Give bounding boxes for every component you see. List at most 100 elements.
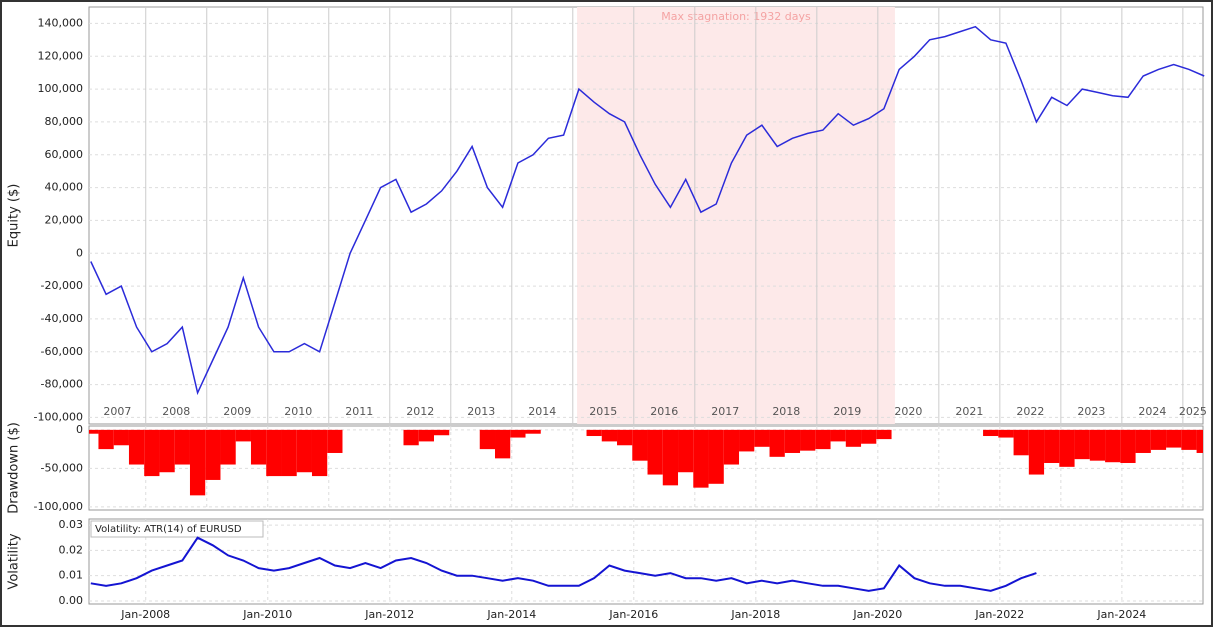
drawdown-bar [1135,429,1151,453]
drawdown-bar [525,429,541,434]
legend-box [90,520,264,538]
x-tick-label: Jan-2022 [974,608,1024,621]
stagnation-band [577,7,895,424]
drawdown-bar [266,429,282,477]
drawdown-bar [1105,429,1121,463]
x-tick-label: 2020 [894,405,922,418]
drawdown-bar [433,429,450,436]
x-tick-label: 2021 [955,405,983,418]
x-tick-label: 2017 [711,405,739,418]
x-tick-label: 2025 [1179,405,1207,418]
y-axis-label: Drawdown ($) [7,422,22,514]
drawdown-bar [800,429,816,451]
drawdown-bar [128,429,145,465]
y-tick-label: 120,000 [38,49,84,62]
plot-area [88,518,1204,605]
drawdown-bar [662,429,679,486]
y-tick-label: 100,000 [38,82,84,95]
drawdown-bar [89,429,99,434]
data-line [90,25,1205,396]
y-tick-label: 20,000 [45,213,84,226]
x-tick-label: Jan-2008 [120,608,170,621]
x-tick-label: 2011 [345,405,373,418]
data-line [90,536,1037,592]
drawdown-bar [418,429,434,442]
drawdown-bar [189,429,206,496]
drawdown-bar [1089,429,1106,461]
x-tick-label: 2016 [650,405,678,418]
drawdown-bar [403,429,419,446]
y-tick-label: -60,000 [41,345,83,358]
drawdown-bar [983,429,999,437]
x-tick-label: 2022 [1016,405,1044,418]
x-tick-label: 2015 [589,405,617,418]
y-tick-label: 0 [76,423,83,436]
y-tick-label: -50,000 [41,461,83,474]
y-tick-label: 80,000 [45,115,84,128]
x-tick-label: 2014 [528,405,556,418]
drawdown-bar [144,429,160,477]
drawdown-bar [830,429,846,442]
x-tick-label: Jan-2016 [608,608,658,621]
x-tick-label: 2010 [284,405,312,418]
y-tick-label: 140,000 [38,16,84,29]
x-tick-label: Jan-2012 [364,608,414,621]
drawdown-bar [174,429,190,465]
drawdown-bar [739,429,755,452]
drawdown-bar [815,429,831,450]
drawdown-bar [479,429,496,450]
x-tick-label: Jan-2010 [242,608,292,621]
drawdown-bar [845,429,862,447]
drawdown-bar [1181,429,1197,450]
drawdown-bar [1074,429,1090,460]
drawdown-bar [693,429,709,488]
y-tick-label: 0.00 [59,594,84,607]
y-tick-label: 0.03 [59,518,84,531]
y-tick-label: -80,000 [41,378,83,391]
drawdown-bar [708,429,724,484]
y-tick-label: 0.01 [59,569,84,582]
x-tick-label: 2012 [406,405,434,418]
x-tick-label: Jan-2014 [486,608,536,621]
stagnation-label: Max stagnation: 1932 days [661,10,811,23]
drawdown-bar [510,429,526,438]
drawdown-bar [1150,429,1167,450]
y-tick-label: 40,000 [45,181,84,194]
x-tick-label: Jan-2024 [1096,608,1146,621]
drawdown-bar [235,429,251,442]
y-tick-label: 0.02 [59,543,84,556]
drawdown-bar [205,429,221,480]
drawdown-bar [784,429,801,453]
drawdown-bar [1120,429,1136,463]
y-axis-label: Equity ($) [7,184,22,248]
y-axis-label: Volatility [7,533,22,589]
drawdown-bar [1044,429,1060,463]
y-tick-label: -100,000 [34,500,83,513]
x-tick-label: 2018 [772,405,800,418]
drawdown-bar [495,429,511,459]
y-tick-label: 60,000 [45,148,84,161]
x-tick-label: 2007 [103,405,131,418]
drawdown-bar [586,429,602,437]
drawdown-bar [281,429,297,477]
drawdown-bar [1059,429,1075,467]
drawdown-bar [327,429,343,453]
drawdown-bar [1028,429,1045,475]
x-tick-label: 2023 [1077,405,1105,418]
drawdown-bar [220,429,236,465]
drawdown-bar [601,429,618,442]
y-tick-label: -20,000 [41,279,83,292]
y-tick-label: 0 [76,246,83,259]
x-tick-label: 2019 [833,405,861,418]
drawdown-bar [754,429,770,447]
y-tick-label: -40,000 [41,312,83,325]
drawdown-bar [296,429,312,473]
drawdown-bar [723,429,740,465]
drawdown-bar [998,429,1014,438]
drawdown-bar [1013,429,1029,456]
drawdown-bar [1196,429,1203,453]
x-tick-label: 2009 [223,405,251,418]
drawdown-bar [861,429,877,444]
drawdown-bar [250,429,267,465]
